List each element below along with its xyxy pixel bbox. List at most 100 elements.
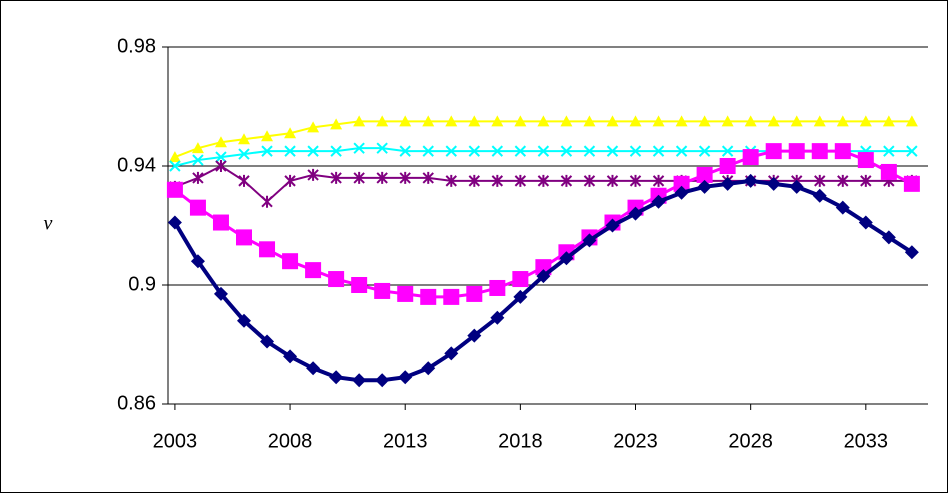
marker [375, 373, 390, 388]
marker [398, 370, 413, 385]
marker [352, 373, 367, 388]
marker [443, 288, 460, 305]
marker [353, 115, 366, 127]
marker [560, 145, 573, 157]
marker [906, 145, 918, 157]
marker [306, 361, 321, 376]
marker [744, 115, 757, 127]
marker [811, 143, 828, 160]
marker [696, 166, 713, 183]
marker [330, 118, 343, 130]
marker [629, 174, 642, 187]
marker [765, 143, 782, 160]
marker [628, 206, 643, 221]
x-tick-label: 2028 [728, 430, 773, 452]
marker [674, 185, 689, 200]
marker [190, 254, 205, 269]
x-tick-label: 2003 [153, 430, 198, 452]
marker [353, 171, 365, 184]
marker [673, 175, 690, 192]
marker [743, 173, 758, 188]
marker [583, 145, 596, 157]
marker [237, 313, 251, 328]
marker [284, 174, 296, 187]
marker [445, 174, 457, 187]
marker [790, 115, 803, 127]
marker [629, 115, 642, 127]
marker [305, 262, 322, 279]
marker [582, 233, 597, 248]
marker [491, 115, 504, 127]
marker [857, 152, 874, 169]
marker [284, 145, 296, 157]
marker [513, 289, 528, 304]
marker [192, 154, 204, 166]
marker [812, 188, 827, 203]
x-tick-label: 2013 [383, 430, 428, 452]
marker [330, 171, 342, 184]
x-tick-label: 2033 [844, 430, 889, 452]
marker [467, 328, 482, 343]
marker [697, 179, 712, 194]
marker [559, 251, 574, 266]
marker [836, 115, 849, 127]
marker [238, 133, 250, 145]
marker [537, 145, 550, 157]
marker [606, 145, 619, 157]
marker [420, 288, 437, 305]
marker [399, 115, 412, 127]
marker [468, 115, 481, 127]
marker [374, 282, 391, 299]
marker [698, 115, 711, 127]
marker [512, 271, 529, 288]
marker [422, 171, 434, 184]
marker [353, 142, 365, 154]
marker [284, 127, 297, 139]
marker [376, 142, 388, 154]
marker [904, 245, 919, 260]
y-tick-label: 0.98 [117, 35, 156, 57]
marker [328, 271, 345, 288]
y-tick-label: 0.86 [117, 392, 156, 414]
marker [514, 145, 527, 157]
marker [719, 158, 736, 174]
marker [652, 115, 665, 127]
marker [491, 174, 504, 187]
marker [675, 145, 688, 157]
marker [330, 145, 342, 157]
marker [835, 200, 850, 215]
marker [397, 285, 414, 302]
marker [583, 174, 596, 187]
marker [261, 195, 273, 208]
marker [192, 171, 204, 184]
marker [329, 370, 344, 385]
marker [444, 346, 459, 361]
marker [376, 115, 389, 127]
marker [606, 115, 619, 127]
marker [880, 163, 897, 180]
marker [214, 136, 227, 148]
marker [721, 145, 734, 157]
marker [629, 145, 642, 157]
marker [583, 115, 596, 127]
marker [376, 171, 388, 184]
marker [605, 218, 620, 233]
y-tick-label: 0.9 [128, 273, 156, 295]
marker [788, 143, 805, 160]
marker [445, 115, 458, 127]
marker [307, 168, 319, 181]
marker [742, 149, 759, 166]
x-tick-label: 2008 [268, 430, 313, 452]
marker [422, 145, 434, 157]
y-axis-label: v [44, 213, 53, 235]
marker [514, 115, 527, 127]
marker [283, 349, 298, 364]
marker [814, 174, 826, 187]
marker [445, 145, 457, 157]
marker [307, 121, 320, 133]
marker [259, 241, 276, 258]
marker [282, 253, 299, 270]
